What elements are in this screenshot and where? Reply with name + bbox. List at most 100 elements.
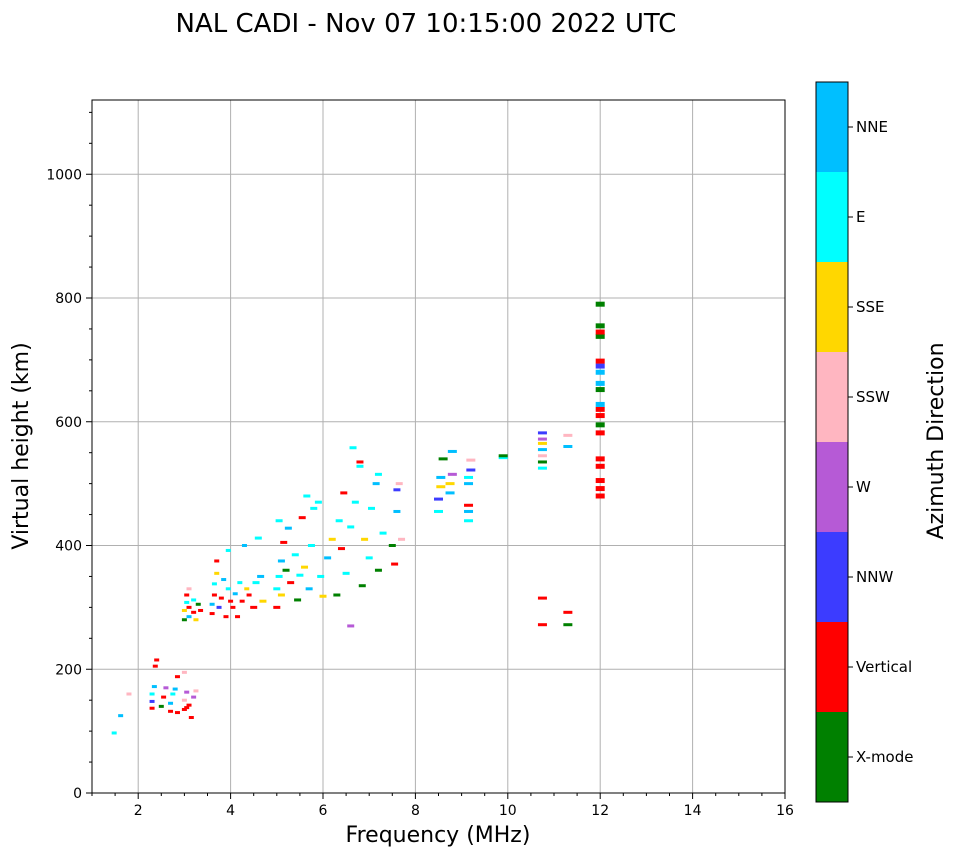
data-point	[191, 610, 197, 614]
x-tick-label: 6	[319, 803, 328, 819]
x-axis-ticks: 2 4 6 8 10 12 14 16	[91, 793, 794, 819]
data-point	[188, 716, 194, 720]
data-point	[230, 605, 236, 609]
colorbar-label-x-mode: X-mode	[856, 748, 913, 766]
data-point	[595, 413, 605, 419]
data-point	[223, 615, 229, 619]
data-point	[563, 623, 573, 627]
data-point	[163, 686, 169, 690]
data-point	[193, 618, 199, 622]
colorbar-segment	[816, 532, 848, 622]
data-point	[181, 618, 187, 622]
y-tick-label: 1000	[46, 167, 82, 183]
data-point	[342, 571, 350, 575]
plot-area: 2 4 6 8 10 12 14 16 0 200 400 600 800 1000	[46, 99, 794, 819]
data-point	[595, 380, 605, 386]
data-point	[250, 605, 258, 609]
data-point	[393, 488, 401, 492]
data-point	[537, 441, 547, 445]
data-point	[305, 587, 313, 591]
data-point	[361, 537, 369, 541]
data-point	[498, 454, 508, 458]
x-tick-label: 4	[226, 803, 235, 819]
y-axis-ticks: 0 200 400 600 800 1000	[46, 111, 92, 802]
data-point	[537, 454, 547, 458]
data-point	[149, 699, 155, 703]
x-tick-label: 12	[591, 803, 609, 819]
data-point	[218, 596, 224, 600]
colorbar-segment	[816, 352, 848, 442]
colorbar-label-sse: SSE	[856, 298, 885, 316]
data-point	[464, 503, 474, 507]
data-point	[174, 675, 180, 679]
data-point	[595, 486, 605, 492]
colorbar-segment	[816, 172, 848, 262]
data-point	[595, 406, 605, 412]
data-point	[595, 463, 605, 469]
data-point	[347, 624, 355, 628]
data-point	[537, 466, 547, 470]
data-point	[395, 482, 403, 486]
data-point	[149, 692, 155, 696]
data-point	[314, 500, 322, 504]
data-point	[214, 571, 220, 575]
data-point	[241, 544, 247, 547]
data-point	[232, 592, 238, 596]
colorbar-label-w: W	[856, 478, 871, 496]
data-point	[149, 706, 155, 710]
colorbar-label-nnw: NNW	[856, 568, 893, 586]
data-point	[244, 587, 250, 591]
data-point	[273, 605, 281, 609]
data-point	[391, 562, 399, 566]
data-point	[181, 608, 187, 612]
data-point	[595, 456, 605, 462]
data-point	[595, 358, 605, 364]
colorbar-segment	[816, 262, 848, 352]
data-point	[445, 482, 455, 486]
data-point	[333, 593, 341, 597]
data-point	[287, 581, 295, 585]
data-point	[181, 707, 187, 711]
data-point	[172, 687, 178, 691]
y-tick-label: 600	[55, 415, 82, 431]
data-point	[184, 690, 190, 694]
data-point	[214, 559, 220, 563]
data-point	[221, 578, 227, 582]
data-point	[466, 468, 476, 472]
data-point	[498, 456, 508, 460]
data-point	[301, 565, 309, 569]
data-point	[209, 602, 215, 606]
colorbar-segment	[816, 622, 848, 712]
x-tick-label: 2	[134, 803, 143, 819]
data-point	[398, 537, 406, 541]
data-point	[438, 457, 448, 461]
data-point	[358, 584, 366, 588]
data-point	[356, 460, 364, 464]
grid-lines	[92, 100, 785, 793]
data-point	[368, 506, 376, 510]
data-point	[447, 472, 457, 476]
data-point	[434, 497, 443, 501]
data-point	[537, 623, 547, 627]
data-point	[537, 448, 547, 452]
data-point	[595, 478, 605, 484]
y-tick-label: 200	[55, 662, 82, 678]
colorbar-label-vertical: Vertical	[856, 658, 912, 676]
chart-title: NAL CADI - Nov 07 10:15:00 2022 UTC	[176, 9, 677, 39]
data-point	[537, 437, 547, 441]
colorbar-label: Azimuth Direction	[924, 342, 949, 539]
data-point	[168, 701, 174, 705]
data-point	[464, 519, 474, 523]
data-point	[151, 685, 157, 689]
data-point	[464, 509, 474, 513]
data-point	[595, 329, 605, 335]
data-point	[257, 574, 265, 578]
data-point	[464, 482, 474, 486]
data-point	[126, 692, 132, 696]
data-point	[246, 593, 252, 597]
colorbar-label-e: E	[856, 208, 865, 226]
data-point	[303, 494, 311, 498]
data-point	[118, 714, 124, 718]
data-point	[282, 568, 290, 572]
